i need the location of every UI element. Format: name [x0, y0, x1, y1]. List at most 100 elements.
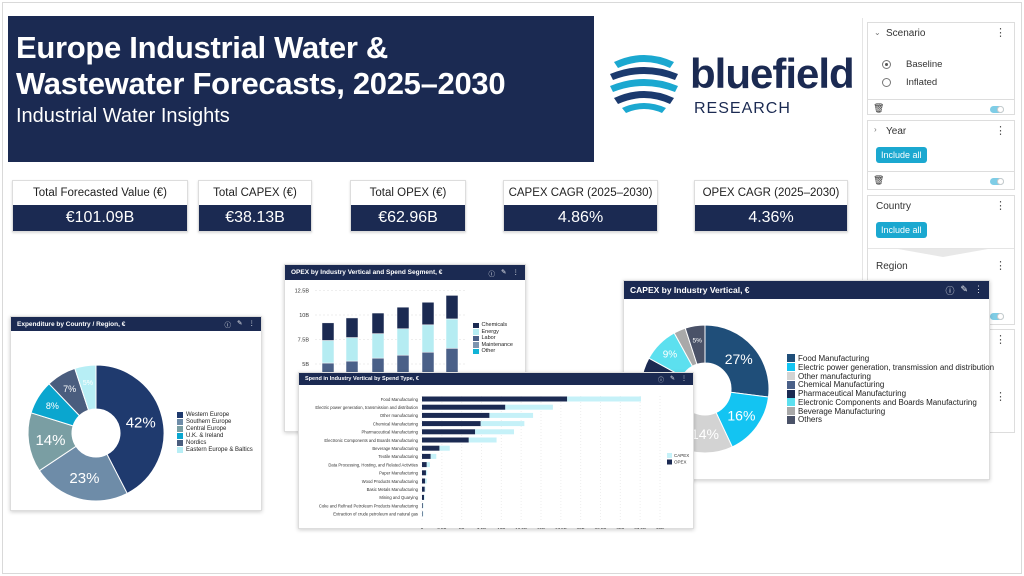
legend-item[interactable]: Labor [473, 335, 513, 342]
legend-swatch [667, 459, 672, 465]
more-icon[interactable]: ⋮ [995, 27, 1006, 39]
category-label: Basic Metals Manufacturing [367, 487, 419, 492]
toggle[interactable] [990, 313, 1004, 320]
edit-icon[interactable]: ✎ [501, 268, 507, 276]
more-icon[interactable]: ⋮ [995, 334, 1006, 346]
legend-item[interactable]: Eastern Europe & Baltics [177, 446, 253, 453]
trash-icon[interactable]: 🗑 [873, 103, 885, 113]
more-icon[interactable]: ⋮ [681, 375, 687, 382]
info-icon[interactable]: ⓘ [488, 270, 496, 278]
legend-item[interactable]: Nordics [177, 439, 253, 446]
legend-label: Eastern Europe & Baltics [186, 446, 253, 453]
data-label: 5% [83, 380, 93, 387]
more-icon[interactable]: ⋮ [248, 320, 256, 327]
logo-sub: RESEARCH [694, 100, 791, 117]
info-icon[interactable]: ⓘ [224, 322, 232, 329]
more-icon[interactable]: ⋮ [995, 125, 1006, 137]
toggle[interactable] [990, 106, 1004, 113]
bar-segment [371, 312, 385, 334]
category-label: Chemical Manufacturing [373, 421, 419, 426]
bar-segment [422, 453, 431, 459]
more-icon[interactable]: ⋮ [512, 268, 520, 276]
expenditure-donut: 42% 23% 14% 8% 7% 5% [27, 364, 165, 502]
x-tick-label: 2.5B [437, 527, 446, 529]
legend-item[interactable]: Other manufacturing [787, 372, 994, 381]
legend-item[interactable]: Beverage Manufacturing [787, 407, 994, 416]
more-icon[interactable]: ⋮ [995, 200, 1006, 212]
data-label: 27% [725, 351, 753, 367]
y-tick-label: 10B [299, 313, 309, 319]
legend-item[interactable]: Food Manufacturing [787, 354, 994, 363]
legend-item[interactable]: Energy [473, 329, 513, 336]
logo-mark-icon [610, 55, 678, 113]
y-tick-label: 5B [302, 362, 309, 368]
x-tick-label: 30B [656, 527, 664, 529]
bar-segment [422, 503, 424, 509]
legend-label: CAPEX [674, 453, 689, 458]
donut-slice [38, 445, 128, 502]
kpi-label: CAPEX CAGR (2025–2030) [508, 187, 653, 199]
legend-item[interactable]: Southern Europe [177, 418, 253, 425]
legend-label: Pharmaceutical Manufacturing [798, 389, 907, 399]
legend-item[interactable]: Chemical Manufacturing [787, 380, 994, 389]
filter-title: Region [876, 261, 908, 272]
legend-item[interactable]: Electric power generation, transmission … [787, 363, 994, 372]
more-icon[interactable]: ⋮ [995, 391, 1006, 403]
edit-icon[interactable]: ✎ [960, 283, 968, 294]
legend-label: Other [481, 348, 496, 355]
bar-segment [439, 445, 450, 451]
x-tick-label: 25B [616, 527, 624, 529]
chevron-down-icon[interactable]: ⌄ [874, 28, 881, 37]
legend-item[interactable]: U.K. & Ireland [177, 432, 253, 439]
more-icon[interactable]: ⋮ [974, 283, 983, 294]
bar-segment [371, 333, 385, 359]
legend-label: Other manufacturing [798, 371, 871, 381]
expenditure-panel: Expenditure by Country / Region, € ⓘ ✎ ⋮ 42… [10, 316, 262, 511]
legend-swatch [177, 446, 183, 453]
info-icon[interactable]: ⓘ [945, 285, 955, 296]
more-icon[interactable]: ⋮ [995, 260, 1006, 272]
panel-title: Expenditure by Country / Region, € [17, 320, 126, 328]
legend-swatch [177, 439, 183, 446]
radio-baseline[interactable] [882, 60, 891, 69]
trash-icon[interactable]: 🗑 [873, 175, 885, 185]
edit-icon[interactable]: ✎ [237, 320, 243, 327]
legend-swatch [667, 453, 672, 458]
legend-item[interactable]: Maintenance [473, 342, 513, 349]
category-label: Beverage Manufacturing [372, 446, 418, 451]
legend-swatch [473, 342, 479, 348]
legend-label: Beverage Manufacturing [798, 406, 886, 416]
legend-item[interactable]: Electronic Components and Boards Manufac… [787, 398, 994, 407]
edit-icon[interactable]: ✎ [669, 375, 675, 382]
legend-label: Central Europe [186, 425, 227, 432]
chevron-right-icon[interactable]: › [874, 125, 877, 134]
legend-item[interactable]: Chemicals [473, 322, 513, 329]
legend-label: Maintenance [481, 341, 514, 348]
bar-segment [396, 328, 410, 356]
legend-item[interactable]: Pharmaceutical Manufacturing [787, 389, 994, 398]
bar-segment [505, 404, 553, 410]
expenditure-legend: Western Europe Southern Europe Central Eur… [177, 411, 253, 453]
toggle[interactable] [990, 178, 1004, 185]
x-tick-label: 10B [497, 527, 505, 529]
bar-segment [321, 322, 335, 341]
option-label: Baseline [906, 59, 943, 70]
legend-label: Electronic Components and Boards Manufac… [798, 397, 977, 407]
legend-label: U.K. & Ireland [186, 432, 224, 439]
bar-segment [422, 478, 426, 484]
subtitle: Industrial Water Insights [16, 105, 230, 127]
legend-item[interactable]: Western Europe [177, 411, 253, 418]
bar-segment [421, 324, 435, 353]
kpi-label: Total OPEX (€) [369, 187, 447, 199]
info-icon[interactable]: ⓘ [657, 377, 664, 384]
include-all-button[interactable]: Include all [876, 222, 927, 238]
radio-inflated[interactable] [882, 78, 891, 87]
legend-label: Others [798, 415, 823, 425]
legend-item[interactable]: Other [473, 348, 513, 355]
capex-legend: Food Manufacturing Electric power generat… [787, 354, 994, 424]
include-all-button[interactable]: Include all [876, 147, 927, 163]
data-label: 5% [693, 337, 703, 344]
legend-item[interactable]: Central Europe [177, 425, 253, 432]
legend-label: Labor [481, 335, 496, 342]
legend-item[interactable]: Others [787, 415, 994, 425]
